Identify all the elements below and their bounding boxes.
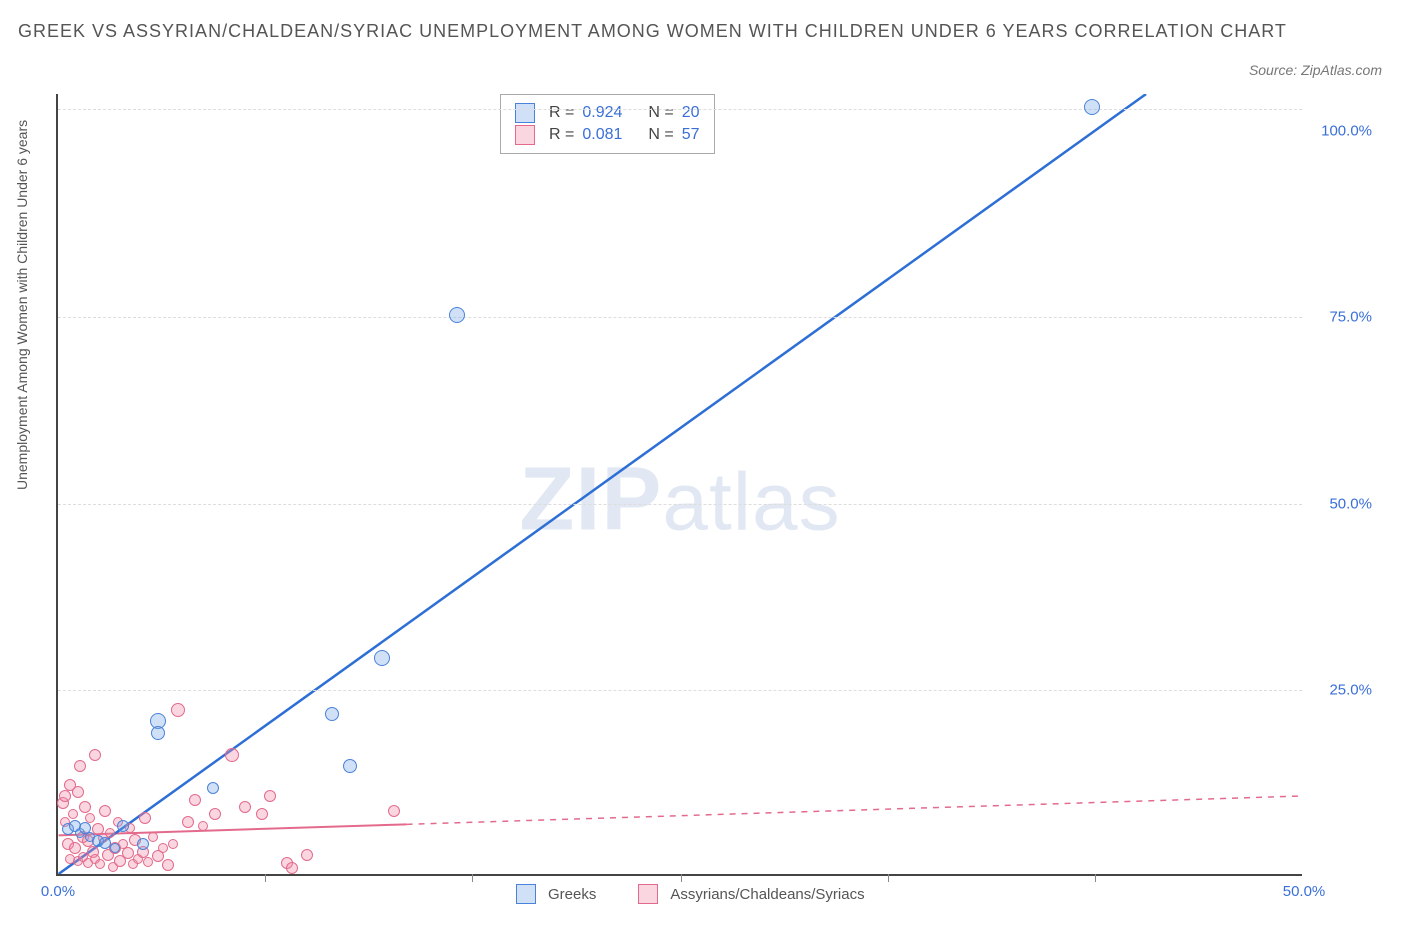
data-point xyxy=(162,859,174,871)
stats-legend: R = 0.924 N = 20 R = 0.081 N = 57 xyxy=(500,94,715,154)
data-point xyxy=(151,726,165,740)
data-point xyxy=(139,812,151,824)
swatch-pink xyxy=(515,125,535,145)
chart-container: ZIPatlas R = 0.924 N = 20 R = 0.081 N = … xyxy=(56,94,1382,876)
watermark-atlas: atlas xyxy=(662,455,840,549)
n-value-blue: 20 xyxy=(682,104,700,122)
chart-title: GREEK VS ASSYRIAN/CHALDEAN/SYRIAC UNEMPL… xyxy=(18,18,1386,45)
x-tick-label: 0.0% xyxy=(41,883,75,900)
data-point xyxy=(89,749,101,761)
data-point xyxy=(74,760,86,772)
data-point xyxy=(79,801,91,813)
y-tick-label: 75.0% xyxy=(1329,309,1372,326)
n-label: N = xyxy=(648,126,673,144)
data-point xyxy=(99,805,111,817)
data-point xyxy=(374,650,390,666)
data-point xyxy=(209,808,221,820)
y-axis-label: Unemployment Among Women with Children U… xyxy=(14,120,30,490)
n-value-pink: 57 xyxy=(682,126,700,144)
data-point xyxy=(449,307,465,323)
data-point xyxy=(301,849,313,861)
data-point xyxy=(158,843,168,853)
data-point xyxy=(388,805,400,817)
x-tick xyxy=(681,874,682,882)
data-point xyxy=(95,859,105,869)
swatch-blue xyxy=(515,103,535,123)
x-tick xyxy=(265,874,266,882)
plot-area: ZIPatlas R = 0.924 N = 20 R = 0.081 N = … xyxy=(56,94,1302,876)
y-tick-label: 25.0% xyxy=(1329,681,1372,698)
r-label: R = xyxy=(549,104,574,122)
data-point xyxy=(343,759,357,773)
data-point xyxy=(110,843,120,853)
data-point xyxy=(207,782,219,794)
data-point xyxy=(68,809,78,819)
data-point xyxy=(264,790,276,802)
r-value-pink: 0.081 xyxy=(582,126,622,144)
data-point xyxy=(59,790,71,802)
data-point xyxy=(72,786,84,798)
r-label: R = xyxy=(549,126,574,144)
source-attribution: Source: ZipAtlas.com xyxy=(1249,62,1382,78)
data-point xyxy=(137,838,149,850)
stats-row-blue: R = 0.924 N = 20 xyxy=(515,103,700,123)
data-point xyxy=(182,816,194,828)
series-legend: Greeks Assyrians/Chaldeans/Syriacs xyxy=(516,884,865,904)
stats-row-pink: R = 0.081 N = 57 xyxy=(515,125,700,145)
data-point xyxy=(239,801,251,813)
data-point xyxy=(325,707,339,721)
y-tick-label: 50.0% xyxy=(1329,495,1372,512)
data-point xyxy=(168,839,178,849)
series-label-pink: Assyrians/Chaldeans/Syriacs xyxy=(670,886,864,903)
r-value-blue: 0.924 xyxy=(582,104,622,122)
swatch-pink xyxy=(638,884,658,904)
data-point xyxy=(1084,99,1100,115)
trend-lines xyxy=(58,94,1302,874)
y-tick-label: 100.0% xyxy=(1321,123,1372,140)
gridline xyxy=(58,109,1302,110)
data-point xyxy=(225,748,239,762)
data-point xyxy=(148,832,158,842)
x-tick xyxy=(472,874,473,882)
swatch-blue xyxy=(516,884,536,904)
data-point xyxy=(171,703,185,717)
data-point xyxy=(198,821,208,831)
x-tick xyxy=(888,874,889,882)
gridline xyxy=(58,690,1302,691)
watermark: ZIPatlas xyxy=(519,448,840,551)
series-label-blue: Greeks xyxy=(548,886,596,903)
gridline xyxy=(58,504,1302,505)
x-tick-label: 50.0% xyxy=(1283,883,1326,900)
x-tick xyxy=(1095,874,1096,882)
data-point xyxy=(286,862,298,874)
n-label: N = xyxy=(648,104,673,122)
data-point xyxy=(189,794,201,806)
data-point xyxy=(117,820,129,832)
watermark-zip: ZIP xyxy=(519,448,662,551)
data-point xyxy=(256,808,268,820)
gridline xyxy=(58,317,1302,318)
